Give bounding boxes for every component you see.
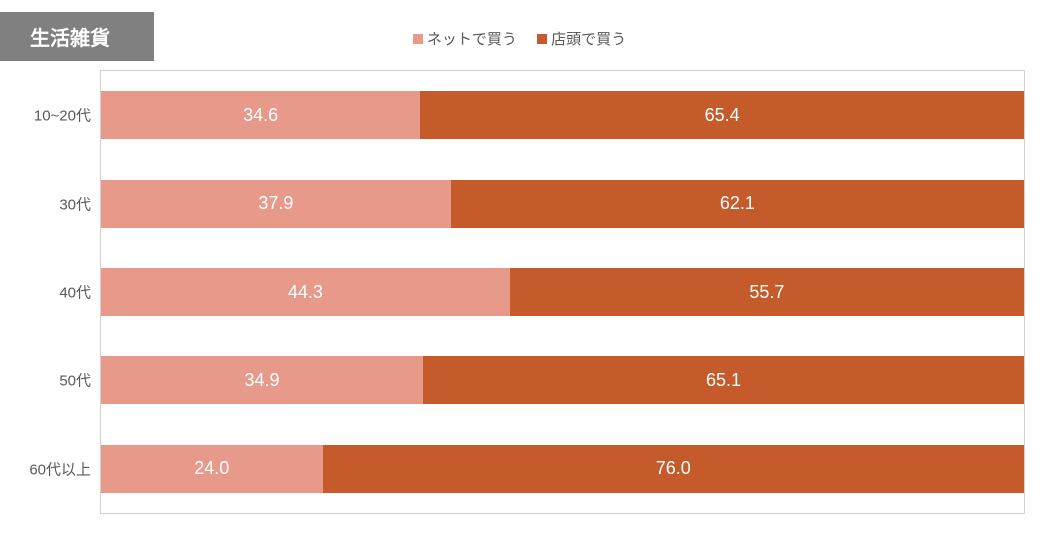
y-axis-label: 30代 [1,193,91,214]
legend: ネットで買う 店頭で買う [0,28,1039,49]
bar-value: 65.1 [706,370,741,391]
bar-row-40: 40代 44.3 55.7 [101,248,1024,336]
y-axis-label: 40代 [1,282,91,303]
bar: 34.9 65.1 [101,356,1024,404]
legend-item-instore: 店頭で買う [537,28,626,49]
bar-value: 34.6 [243,105,278,126]
bar-segment-instore: 65.1 [423,356,1024,404]
bar-row-30: 30代 37.9 62.1 [101,159,1024,247]
bar-segment-online: 44.3 [101,268,510,316]
bar: 34.6 65.4 [101,91,1024,139]
bar-value: 37.9 [258,193,293,214]
chart-area: 10~20代 34.6 65.4 30代 37.9 62.1 40代 44.3 … [100,70,1025,514]
bar-row-50: 50代 34.9 65.1 [101,336,1024,424]
legend-swatch-online [413,34,423,44]
bar-value: 55.7 [749,282,784,303]
bar-row-10-20: 10~20代 34.6 65.4 [101,71,1024,159]
bar-row-60plus: 60代以上 24.0 76.0 [101,425,1024,513]
bar-value: 65.4 [705,105,740,126]
y-axis-label: 10~20代 [1,105,91,126]
bar-segment-online: 37.9 [101,180,451,228]
y-axis-label: 60代以上 [1,458,91,479]
bar-segment-online: 34.6 [101,91,420,139]
legend-label-online: ネットで買う [427,28,517,49]
legend-swatch-instore [537,34,547,44]
bar-segment-online: 24.0 [101,445,323,493]
legend-item-online: ネットで買う [413,28,517,49]
bar-value: 44.3 [288,282,323,303]
bar-value: 76.0 [656,458,691,479]
y-axis-label: 50代 [1,370,91,391]
bar-segment-instore: 55.7 [510,268,1024,316]
legend-label-instore: 店頭で買う [551,28,626,49]
bar-segment-online: 34.9 [101,356,423,404]
bar-value: 62.1 [720,193,755,214]
bar-segment-instore: 62.1 [451,180,1024,228]
bar-value: 34.9 [245,370,280,391]
bar: 37.9 62.1 [101,180,1024,228]
bar-segment-instore: 65.4 [420,91,1024,139]
bar: 24.0 76.0 [101,445,1024,493]
bar: 44.3 55.7 [101,268,1024,316]
bar-segment-instore: 76.0 [323,445,1024,493]
bar-value: 24.0 [194,458,229,479]
